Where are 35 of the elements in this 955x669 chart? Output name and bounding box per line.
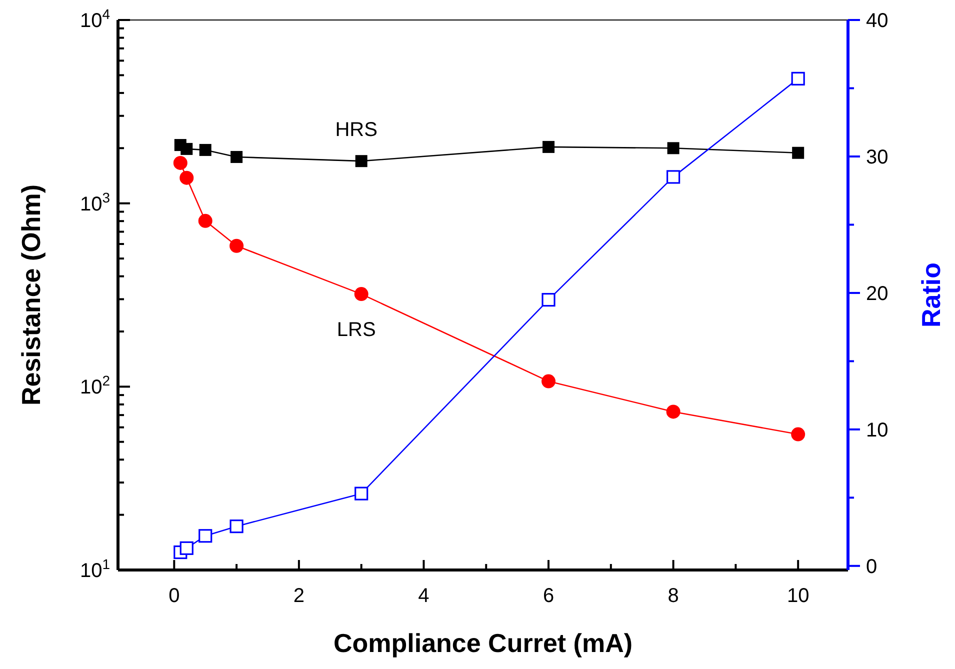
- point: [542, 140, 555, 153]
- point: [791, 427, 806, 442]
- point: [667, 142, 680, 154]
- y2-tick-label: 0: [866, 556, 878, 578]
- y2-tick-label: 10: [866, 419, 888, 442]
- point: [230, 238, 244, 253]
- point: [180, 170, 194, 185]
- x-tick-label: 6: [542, 585, 554, 607]
- y-tick-label: 10$^{3}$: [80, 189, 110, 216]
- point: [230, 150, 243, 163]
- point: [355, 155, 368, 168]
- point: [199, 144, 212, 156]
- point: [542, 374, 556, 388]
- point: [666, 404, 680, 419]
- series-label: HRS: [335, 119, 378, 142]
- point: [173, 156, 188, 170]
- y2-axis-title: Ratio: [916, 262, 946, 328]
- x-tick-label: 2: [293, 585, 305, 607]
- y2-tick-label: 40: [866, 10, 888, 32]
- y-tick-label: 10$^{4}$: [80, 6, 110, 32]
- point: [792, 146, 804, 159]
- y2-tick-label: 20: [866, 282, 888, 305]
- point: [198, 214, 212, 228]
- point: [180, 142, 193, 155]
- y-tick-label: 10$^{1}$: [80, 556, 110, 582]
- point: [354, 287, 368, 302]
- series-label: LRS: [336, 319, 376, 342]
- y2-tick-label: 30: [866, 146, 888, 168]
- x-tick-label: 0: [168, 585, 180, 607]
- x-tick-label: 8: [668, 585, 679, 607]
- x-tick-label: 4: [418, 585, 430, 607]
- x-tick-label: 10: [786, 585, 810, 607]
- y-axis-title: Resistance (Ohm): [16, 184, 46, 406]
- y-tick-label: 10$^{2}$: [80, 372, 110, 399]
- x-axis-title: Compliance Curret (mA): [333, 628, 633, 658]
